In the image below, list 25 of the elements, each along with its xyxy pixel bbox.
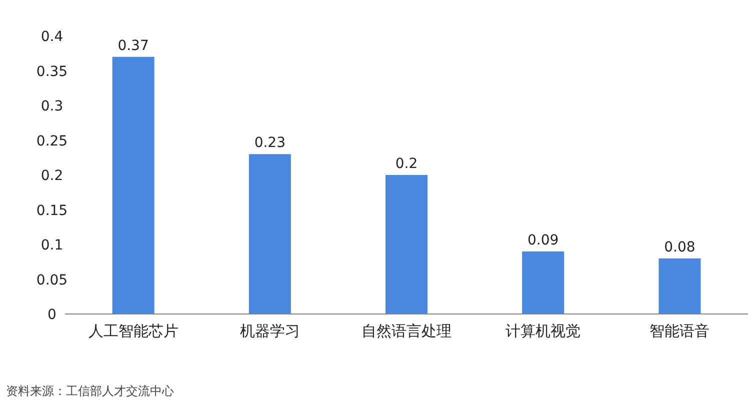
y-tick-label: 0.4 <box>40 29 64 45</box>
bar <box>112 56 154 314</box>
y-tick-label: 0.3 <box>40 98 64 114</box>
y-tick-label: 0.1 <box>40 238 64 254</box>
data-label: 0.08 <box>664 239 696 256</box>
data-label: 0.2 <box>395 156 418 172</box>
x-tick-label: 人工智能芯片 <box>88 322 178 340</box>
bar <box>386 175 428 314</box>
y-tick-label: 0.05 <box>36 272 68 288</box>
text: 资料来源：工信部人才交流中心 <box>6 384 174 398</box>
x-tick-label: 智能语音 <box>650 322 710 340</box>
y-tick-label: 0.35 <box>36 64 68 80</box>
x-tick-label: 机器学习 <box>240 322 300 340</box>
y-tick-label: 0.15 <box>36 202 68 219</box>
y-tick-label: 0.2 <box>40 168 64 184</box>
data-label: 0.37 <box>118 38 149 54</box>
y-tick-label: 0 <box>48 307 56 323</box>
bar <box>658 258 701 314</box>
bar <box>248 154 291 314</box>
x-tick-label: 自然语言处理 <box>362 322 452 340</box>
y-tick-label: 0.25 <box>36 133 68 150</box>
bar <box>522 251 564 314</box>
x-tick-label: 计算机视觉 <box>506 322 581 340</box>
data-label: 0.23 <box>254 135 286 152</box>
data-label: 0.09 <box>528 232 559 248</box>
